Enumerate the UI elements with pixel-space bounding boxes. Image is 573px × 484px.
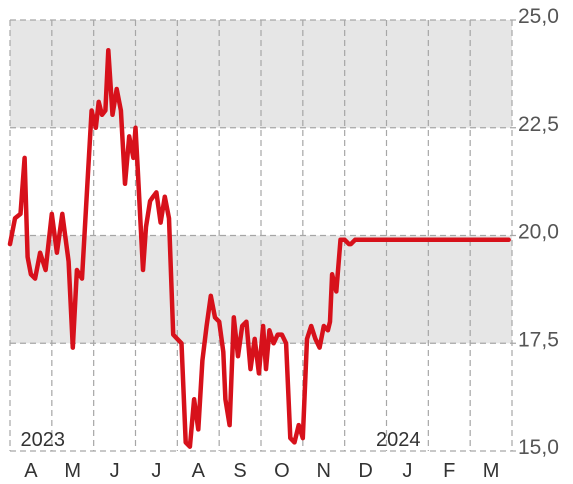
year-labels: 2023 2024 [20, 429, 420, 451]
y-tick-label: 20,0 [518, 221, 559, 244]
x-tick-label: N [317, 460, 331, 482]
year-label: 2024 [376, 429, 421, 451]
y-tick-label: 17,5 [518, 328, 559, 351]
y-tick-label: 25,0 [518, 5, 559, 28]
year-label: 2023 [20, 429, 65, 451]
series-line [7, 47, 511, 449]
x-tick-label: J [110, 460, 120, 482]
y-tick-label: 22,5 [518, 113, 559, 136]
y-axis-ticks: 25,0 22,5 20,0 17,5 15,0 [518, 5, 559, 459]
x-tick-label: A [24, 460, 38, 482]
x-tick-label: D [358, 460, 372, 482]
x-tick-label: A [192, 460, 206, 482]
x-tick-label: M [64, 460, 81, 482]
series-layer [7, 47, 511, 449]
x-tick-label: J [151, 460, 161, 482]
y-tick-label: 15,0 [518, 436, 559, 459]
x-tick-label: O [274, 460, 290, 482]
x-tick-label: F [443, 460, 455, 482]
x-tick-label: S [233, 460, 246, 482]
x-tick-label: J [402, 460, 412, 482]
x-tick-label: M [483, 460, 500, 482]
